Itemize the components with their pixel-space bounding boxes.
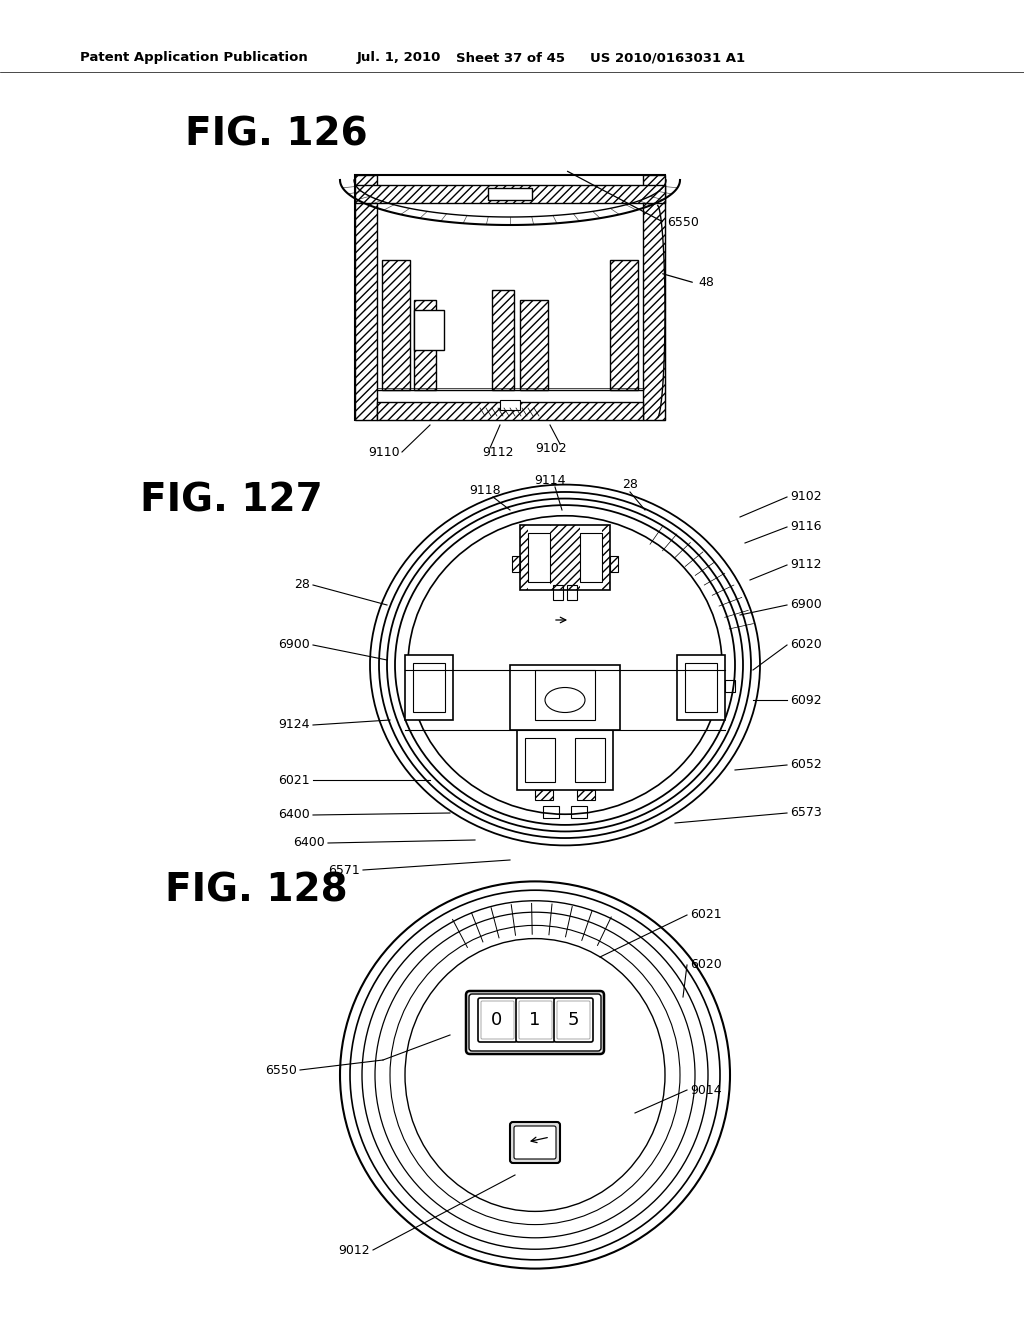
Bar (510, 665, 620, 730)
Text: 28: 28 (622, 479, 638, 491)
Text: Patent Application Publication: Patent Application Publication (80, 51, 308, 65)
Bar (550, 525, 580, 590)
Bar (414, 310, 444, 350)
Bar (488, 187, 532, 201)
FancyBboxPatch shape (481, 1001, 514, 1039)
Bar (406, 655, 453, 719)
Bar (500, 400, 520, 411)
Bar (528, 533, 550, 582)
Bar (520, 300, 548, 389)
Bar (602, 525, 610, 590)
Text: 6020: 6020 (790, 639, 821, 652)
Bar (567, 585, 577, 601)
Text: 6571: 6571 (329, 863, 360, 876)
Text: Jul. 1, 2010: Jul. 1, 2010 (357, 51, 441, 65)
Bar (571, 807, 587, 818)
Bar (610, 260, 638, 389)
Bar (520, 525, 528, 590)
Text: FIG. 126: FIG. 126 (185, 116, 368, 154)
Text: 9114: 9114 (535, 474, 565, 487)
FancyBboxPatch shape (466, 991, 604, 1053)
Bar (382, 260, 410, 389)
Text: 0: 0 (492, 1011, 503, 1030)
Text: 6400: 6400 (293, 837, 325, 850)
FancyBboxPatch shape (516, 998, 555, 1041)
FancyBboxPatch shape (510, 1122, 560, 1163)
Text: 9012: 9012 (338, 1243, 370, 1257)
Text: 9110: 9110 (369, 446, 400, 458)
Bar (355, 176, 377, 420)
Bar (643, 176, 665, 420)
Bar (512, 556, 520, 572)
Bar (725, 680, 735, 692)
Text: 6550: 6550 (265, 1064, 297, 1077)
Bar (535, 671, 595, 719)
Bar (553, 585, 563, 601)
Text: 9102: 9102 (535, 441, 566, 454)
Text: 6092: 6092 (790, 693, 821, 706)
Text: 6573: 6573 (790, 807, 821, 820)
Text: 9118: 9118 (469, 483, 501, 496)
Bar (575, 738, 605, 781)
Bar (355, 176, 665, 420)
Bar (517, 730, 613, 789)
Bar (406, 655, 453, 719)
Text: FIG. 127: FIG. 127 (140, 480, 323, 519)
Text: 5: 5 (567, 1011, 579, 1030)
Text: 9102: 9102 (790, 491, 821, 503)
Bar (535, 789, 553, 800)
Bar (355, 185, 665, 203)
Bar (414, 300, 436, 389)
Text: 6400: 6400 (279, 808, 310, 821)
Text: 28: 28 (294, 578, 310, 591)
Bar (525, 738, 555, 781)
Text: 6900: 6900 (279, 639, 310, 652)
FancyBboxPatch shape (554, 998, 593, 1041)
FancyBboxPatch shape (478, 998, 517, 1041)
Bar (543, 807, 559, 818)
Text: Sheet 37 of 45: Sheet 37 of 45 (456, 51, 565, 65)
Bar (520, 525, 610, 590)
Text: 6020: 6020 (690, 958, 722, 972)
FancyBboxPatch shape (519, 1001, 552, 1039)
Text: US 2010/0163031 A1: US 2010/0163031 A1 (590, 51, 745, 65)
Bar (677, 655, 725, 719)
Text: 48: 48 (698, 276, 714, 289)
FancyBboxPatch shape (469, 994, 601, 1051)
Text: 9116: 9116 (790, 520, 821, 533)
Text: 9112: 9112 (790, 558, 821, 572)
Text: 6052: 6052 (790, 759, 821, 771)
Text: FIG. 128: FIG. 128 (165, 871, 347, 909)
Bar (377, 403, 643, 420)
Text: 9124: 9124 (279, 718, 310, 731)
Bar (577, 789, 595, 800)
Bar (580, 533, 602, 582)
Ellipse shape (406, 939, 665, 1212)
Bar (492, 290, 514, 389)
Text: 9014: 9014 (690, 1084, 722, 1097)
FancyBboxPatch shape (557, 1001, 590, 1039)
Text: 1: 1 (529, 1011, 541, 1030)
Text: 6021: 6021 (690, 908, 722, 921)
Bar (517, 730, 613, 789)
Text: 6021: 6021 (279, 774, 310, 787)
FancyBboxPatch shape (514, 1126, 556, 1159)
Text: 6550: 6550 (667, 216, 698, 230)
Bar (677, 655, 725, 719)
Bar (413, 663, 445, 711)
Ellipse shape (408, 516, 722, 814)
Text: 6900: 6900 (790, 598, 821, 611)
Bar (610, 556, 618, 572)
Bar (685, 663, 717, 711)
Text: 9112: 9112 (482, 446, 513, 458)
